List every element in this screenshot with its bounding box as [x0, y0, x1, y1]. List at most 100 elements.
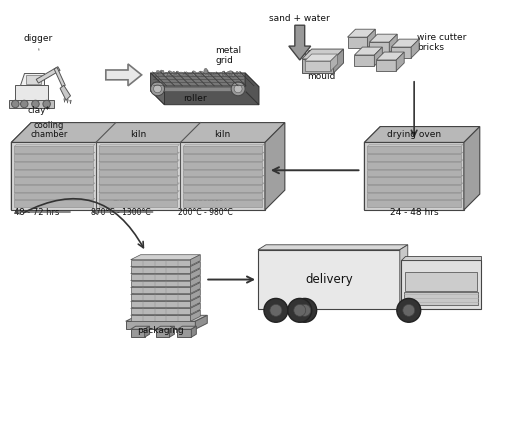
- Ellipse shape: [223, 75, 225, 77]
- Circle shape: [264, 298, 288, 322]
- Polygon shape: [368, 144, 463, 146]
- Polygon shape: [99, 198, 179, 200]
- Polygon shape: [67, 100, 68, 103]
- Polygon shape: [99, 144, 179, 146]
- Polygon shape: [144, 326, 150, 337]
- Ellipse shape: [199, 71, 204, 75]
- Ellipse shape: [203, 73, 209, 77]
- Polygon shape: [190, 303, 200, 314]
- Polygon shape: [11, 122, 285, 143]
- Text: drying oven: drying oven: [387, 130, 441, 140]
- Bar: [368, 154, 461, 161]
- Polygon shape: [26, 75, 40, 84]
- Bar: [368, 200, 461, 207]
- Circle shape: [32, 100, 39, 108]
- Text: or: or: [307, 48, 316, 57]
- Polygon shape: [305, 54, 337, 61]
- Bar: [183, 170, 262, 176]
- Text: high
870°C - 1300°C: high 870°C - 1300°C: [91, 198, 151, 217]
- Ellipse shape: [168, 71, 172, 73]
- Bar: [14, 185, 93, 192]
- Polygon shape: [190, 276, 200, 287]
- Ellipse shape: [229, 71, 234, 74]
- Polygon shape: [131, 308, 190, 314]
- Polygon shape: [376, 52, 404, 60]
- Polygon shape: [302, 59, 334, 73]
- Polygon shape: [389, 34, 397, 53]
- Polygon shape: [396, 52, 404, 71]
- Polygon shape: [190, 289, 200, 300]
- Polygon shape: [131, 310, 200, 315]
- Polygon shape: [190, 296, 200, 307]
- Bar: [368, 185, 461, 192]
- Polygon shape: [131, 267, 190, 273]
- Ellipse shape: [222, 71, 225, 75]
- Polygon shape: [289, 25, 311, 60]
- Circle shape: [299, 304, 311, 316]
- Polygon shape: [131, 295, 190, 300]
- Polygon shape: [190, 310, 200, 321]
- Text: kiln: kiln: [131, 130, 147, 140]
- Ellipse shape: [192, 72, 196, 76]
- Bar: [14, 192, 93, 199]
- Polygon shape: [183, 152, 264, 154]
- Ellipse shape: [214, 73, 216, 75]
- Ellipse shape: [207, 72, 211, 74]
- Bar: [183, 162, 262, 168]
- Bar: [368, 146, 461, 153]
- Polygon shape: [376, 60, 396, 71]
- Polygon shape: [14, 144, 95, 146]
- Polygon shape: [302, 49, 344, 59]
- Text: kiln: kiln: [214, 130, 230, 140]
- Polygon shape: [15, 85, 48, 100]
- Polygon shape: [400, 245, 408, 309]
- Polygon shape: [99, 191, 179, 192]
- Polygon shape: [348, 37, 368, 48]
- Polygon shape: [70, 100, 71, 104]
- Polygon shape: [131, 260, 190, 265]
- Polygon shape: [368, 198, 463, 200]
- Polygon shape: [14, 160, 95, 162]
- Ellipse shape: [226, 71, 230, 76]
- Polygon shape: [14, 152, 95, 154]
- Polygon shape: [106, 64, 142, 86]
- Polygon shape: [391, 39, 419, 47]
- Bar: [405, 272, 477, 291]
- Ellipse shape: [237, 71, 238, 74]
- Polygon shape: [99, 175, 179, 177]
- Polygon shape: [411, 39, 419, 58]
- Polygon shape: [126, 315, 207, 321]
- Polygon shape: [464, 127, 480, 210]
- Polygon shape: [183, 175, 264, 177]
- Polygon shape: [305, 61, 331, 71]
- Polygon shape: [369, 34, 397, 42]
- Bar: [99, 146, 178, 153]
- Bar: [14, 200, 93, 207]
- Polygon shape: [178, 329, 191, 337]
- Circle shape: [151, 82, 164, 96]
- Circle shape: [397, 298, 421, 322]
- Polygon shape: [331, 54, 337, 71]
- Circle shape: [20, 100, 28, 108]
- Polygon shape: [131, 282, 200, 287]
- Polygon shape: [131, 273, 190, 279]
- Bar: [368, 177, 461, 184]
- Ellipse shape: [159, 74, 161, 76]
- Text: wire cutter: wire cutter: [417, 33, 466, 42]
- Polygon shape: [169, 326, 175, 337]
- Polygon shape: [151, 73, 259, 87]
- Bar: [99, 192, 178, 199]
- Text: 24 - 48 hrs: 24 - 48 hrs: [390, 208, 438, 217]
- Polygon shape: [183, 198, 264, 200]
- Ellipse shape: [220, 72, 222, 76]
- Polygon shape: [131, 289, 200, 295]
- Ellipse shape: [164, 73, 167, 77]
- Polygon shape: [131, 303, 200, 308]
- Polygon shape: [334, 49, 344, 73]
- Bar: [183, 200, 262, 207]
- Polygon shape: [131, 315, 190, 321]
- Bar: [14, 146, 93, 153]
- Ellipse shape: [205, 70, 208, 75]
- Polygon shape: [183, 183, 264, 185]
- Text: cooling
chamber: cooling chamber: [30, 121, 68, 140]
